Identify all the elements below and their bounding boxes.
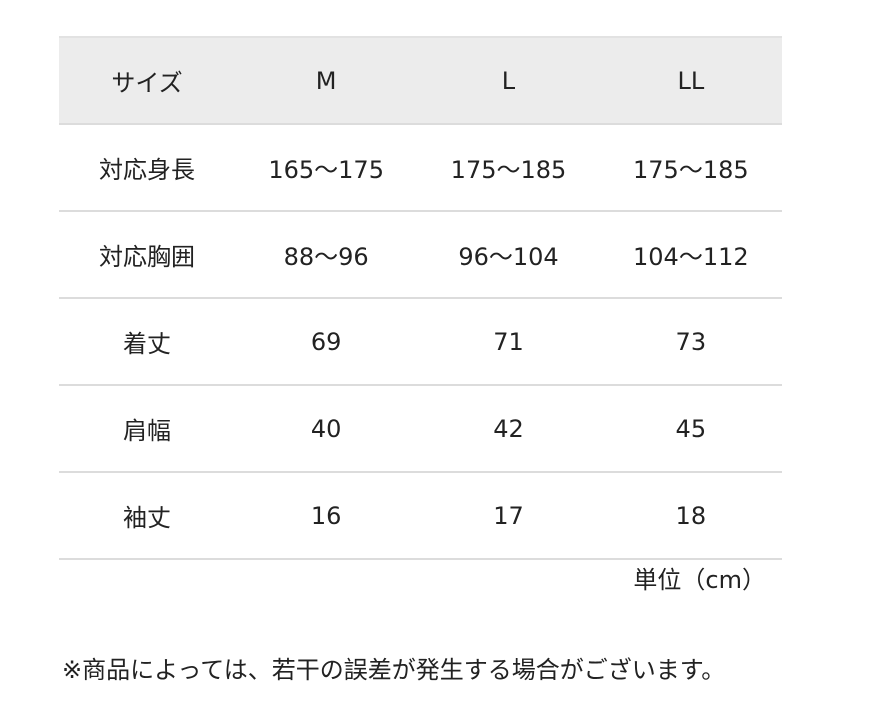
table-row: 袖丈 16 17 18	[59, 472, 782, 560]
row-label: 袖丈	[59, 472, 235, 560]
table-cell: 175〜185	[417, 124, 600, 212]
table-row: 対応身長 165〜175 175〜185 175〜185	[59, 124, 782, 212]
row-label: 着丈	[59, 298, 235, 386]
header-cell: L	[417, 36, 600, 125]
table-cell: 165〜175	[235, 124, 418, 212]
row-label: 肩幅	[59, 385, 235, 473]
table-row: 対応胸囲 88〜96 96〜104 104〜112	[59, 211, 782, 299]
table-cell: 45	[599, 385, 782, 473]
size-chart-table: サイズ M L LL 対応身長 165〜175 175〜185 175〜185 …	[59, 36, 782, 560]
table-cell: 17	[417, 472, 600, 560]
table-row: 着丈 69 71 73	[59, 298, 782, 386]
table-cell: 18	[599, 472, 782, 560]
table-header-row: サイズ M L LL	[59, 36, 782, 125]
table-cell: 88〜96	[235, 211, 418, 299]
table-cell: 73	[599, 298, 782, 386]
table-cell: 175〜185	[599, 124, 782, 212]
row-label: 対応身長	[59, 124, 235, 212]
disclaimer-note: ※商品によっては、若干の誤差が発生する場合がございます。	[62, 656, 726, 684]
table-cell: 71	[417, 298, 600, 386]
table-cell: 40	[235, 385, 418, 473]
unit-label: 単位（cm）	[633, 566, 766, 594]
header-cell: M	[235, 36, 418, 125]
header-cell: LL	[599, 36, 782, 125]
row-label: 対応胸囲	[59, 211, 235, 299]
table-row: 肩幅 40 42 45	[59, 385, 782, 473]
header-cell: サイズ	[59, 36, 235, 125]
table-cell: 104〜112	[599, 211, 782, 299]
table-cell: 42	[417, 385, 600, 473]
table-cell: 96〜104	[417, 211, 600, 299]
table-cell: 69	[235, 298, 418, 386]
table-cell: 16	[235, 472, 418, 560]
